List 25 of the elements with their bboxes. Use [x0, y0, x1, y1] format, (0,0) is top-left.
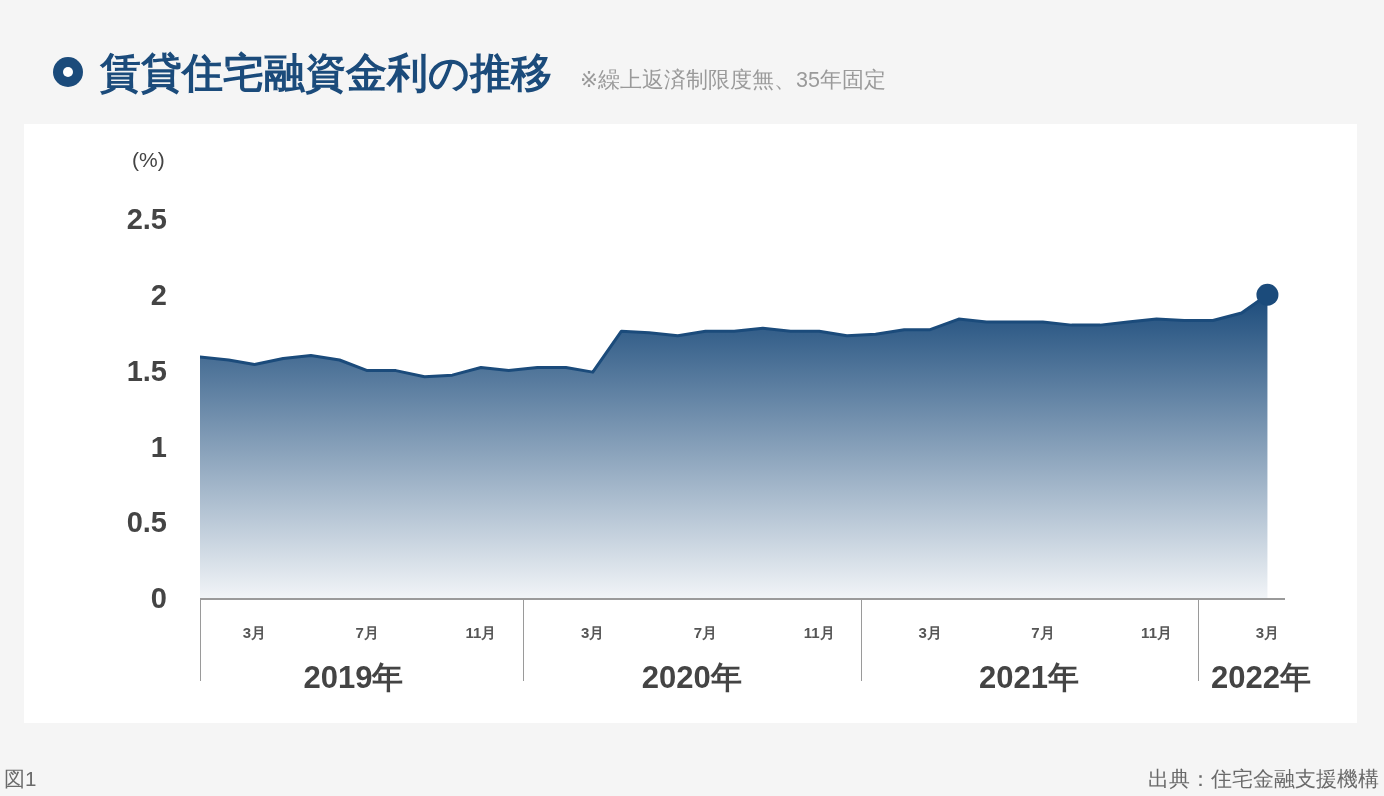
- x2-tick-label: 2021年: [979, 660, 1079, 695]
- x2-tick-label: 2020年: [641, 660, 742, 695]
- x-tick-label: 11月: [465, 623, 497, 641]
- y-tick-label: 0: [150, 582, 167, 615]
- x2-tick-label: 2022年: [1210, 660, 1311, 695]
- x-tick-label: 7月: [693, 623, 718, 641]
- x-tick-label: 7月: [355, 623, 379, 641]
- y-axis-title: (%): [132, 148, 165, 171]
- x-tick-label: 3月: [918, 623, 942, 641]
- y-tick-label: 2.5: [126, 203, 167, 236]
- x-tick-label: 3月: [242, 623, 267, 641]
- chart-subtitle: ※繰上返済制限度無、35年固定: [580, 68, 886, 92]
- chart-title: 賃貸住宅融資金利の推移: [99, 50, 552, 97]
- caption: 図1: [4, 767, 37, 790]
- y-tick-label: 2: [150, 278, 167, 311]
- x-tick-label: 11月: [803, 623, 835, 641]
- source-note: 出典：住宅金融支援機構: [1148, 767, 1379, 790]
- x-tick-label: 3月: [1255, 623, 1280, 641]
- y-tick-label: 0.5: [126, 506, 167, 539]
- x-tick-label: 7月: [1031, 623, 1055, 641]
- y-tick-label: 1: [150, 430, 167, 463]
- x2-tick-label: 2019年: [303, 660, 404, 695]
- x-tick-label: 3月: [581, 623, 605, 641]
- y-tick-label: 1.5: [126, 354, 167, 387]
- x-tick-label: 11月: [1141, 623, 1172, 641]
